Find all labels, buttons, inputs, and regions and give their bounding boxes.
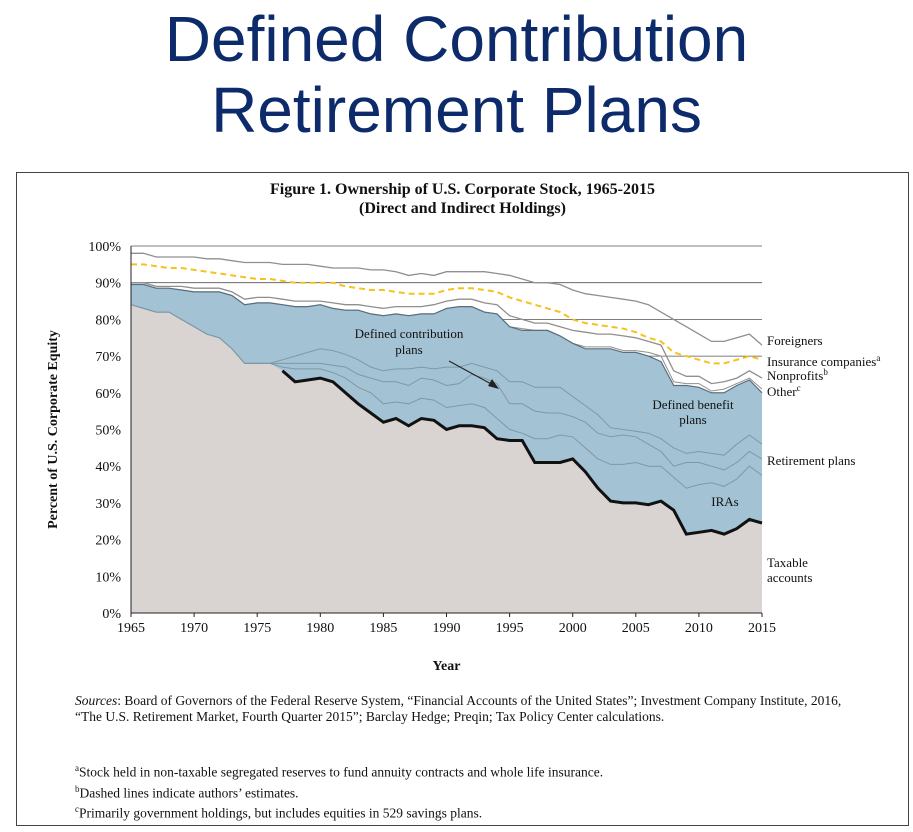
y-tick-label: 70% — [95, 350, 121, 365]
label-defined-contribution-line1: Defined contribution — [355, 326, 464, 341]
x-tick-label: 1990 — [433, 621, 461, 636]
footnote-b-text: Dashed lines indicate authors’ estimates… — [79, 785, 299, 801]
foreigners-line — [131, 252, 763, 346]
x-tick-label: 2000 — [559, 621, 587, 636]
footnote-b-mark: b — [75, 784, 80, 794]
defined-benefit-line — [131, 283, 763, 394]
ownership-chart: 0% 10% 20% 30% 40% 50% 60% 70% 80% 90% 100% 1965 197… — [46, 240, 880, 674]
iras-line — [130, 304, 763, 489]
label-foreigners: Foreigners — [767, 333, 823, 348]
label-defined-benefit-line1: Defined benefit — [652, 397, 734, 412]
label-iras: IRAs — [711, 494, 738, 509]
annotation-arrow-line — [448, 360, 494, 386]
slide-title-line1: Defined Contribution — [164, 3, 749, 75]
slide-title: Defined Contribution Retirement Plans — [0, 4, 913, 146]
label-nonprofits: Nonprofitsb — [767, 367, 828, 383]
x-tick-label: 1970 — [180, 621, 208, 636]
footnote-b: bDashed lines indicate authors’ estimate… — [75, 781, 855, 802]
y-tick-label: 90% — [95, 277, 121, 292]
y-tick-label: 10% — [95, 570, 121, 585]
y-axis-title: Percent of U.S. Corporate Equity — [46, 330, 61, 529]
taxable-boundary-line — [281, 369, 763, 536]
retirement-area — [131, 284, 762, 535]
figure-frame: Figure 1. Ownership of U.S. Corporate St… — [16, 172, 909, 826]
x-tick-label: 1995 — [496, 621, 524, 636]
annotation-arrow-head — [488, 379, 499, 389]
taxable-area — [131, 304, 762, 613]
x-tick-label: 1975 — [243, 621, 271, 636]
footnote-a-text: Stock held in non-taxable segregated res… — [79, 764, 604, 780]
label-insurance-companies: Insurance companiesa — [767, 353, 880, 369]
label-other: Otherc — [767, 383, 801, 399]
figure-title: Figure 1. Ownership of U.S. Corporate St… — [269, 181, 656, 198]
nonprofits-line — [131, 282, 763, 385]
figure-subtitle: (Direct and Indirect Holdings) — [359, 200, 566, 217]
label-taxable-line2: accounts — [767, 570, 812, 585]
y-tick-label: 60% — [95, 387, 121, 402]
y-tick-label: 100% — [88, 240, 121, 255]
sources-note: Sources: Board of Governors of the Feder… — [75, 693, 855, 725]
x-tick-label: 1965 — [117, 621, 145, 636]
footnote-c-text: Primarily government holdings, but inclu… — [79, 805, 483, 821]
label-defined-benefit-line2: plans — [679, 412, 706, 427]
y-tick-label: 30% — [95, 497, 121, 512]
x-tick-label: 1980 — [306, 621, 334, 636]
x-tick-label: 2010 — [685, 621, 713, 636]
x-tick-label: 1985 — [369, 621, 397, 636]
slide-title-line2: Retirement Plans — [211, 74, 702, 146]
label-retirement-plans: Retirement plans — [767, 453, 855, 468]
footnote-c-mark: c — [75, 804, 79, 814]
y-tick-label: 40% — [95, 460, 121, 475]
sources-text: : Board of Governors of the Federal Rese… — [75, 693, 842, 724]
x-tick-label: 2015 — [748, 621, 776, 636]
label-taxable-line1: Taxable — [767, 555, 808, 570]
sources-label: Sources — [75, 693, 118, 708]
footnote-a-mark: a — [75, 763, 79, 773]
x-axis-title: Year — [433, 659, 461, 674]
y-tick-label: 0% — [102, 607, 121, 622]
footnote-c: cPrimarily government holdings, but incl… — [75, 801, 855, 822]
y-tick-label: 80% — [95, 313, 121, 328]
x-tick-label: 2005 — [622, 621, 650, 636]
label-defined-contribution-line2: plans — [395, 342, 422, 357]
y-tick-label: 50% — [95, 424, 121, 439]
footnote-a: aStock held in non-taxable segregated re… — [75, 760, 855, 781]
y-tick-label: 20% — [95, 534, 121, 549]
